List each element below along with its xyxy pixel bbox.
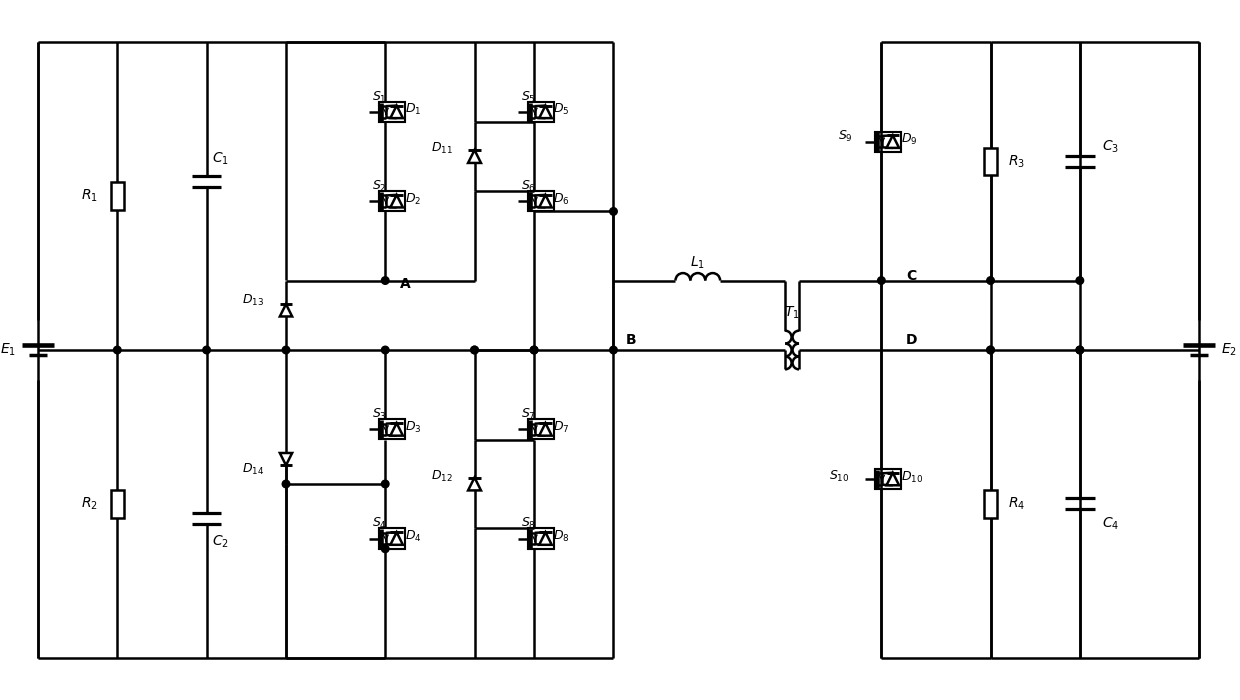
Text: $D_{14}$: $D_{14}$	[242, 461, 264, 477]
Polygon shape	[280, 453, 293, 466]
Text: $L_1$: $L_1$	[691, 255, 706, 271]
Polygon shape	[539, 106, 552, 118]
Text: $D_2$: $D_2$	[404, 192, 420, 206]
Bar	[985, 490, 997, 518]
Text: $D_6$: $D_6$	[553, 192, 570, 206]
Bar	[379, 102, 405, 122]
Bar	[379, 419, 405, 440]
Circle shape	[878, 276, 885, 284]
Text: $S_8$: $S_8$	[521, 516, 536, 531]
Circle shape	[382, 346, 389, 354]
Polygon shape	[391, 532, 403, 545]
Circle shape	[987, 346, 994, 354]
Circle shape	[987, 346, 994, 354]
Bar	[110, 490, 124, 518]
Text: $S_9$: $S_9$	[838, 129, 853, 144]
Text: $R_4$: $R_4$	[1008, 496, 1025, 512]
Text: $R_2$: $R_2$	[81, 496, 98, 512]
Circle shape	[283, 480, 290, 488]
Circle shape	[531, 346, 538, 354]
Bar	[528, 419, 554, 440]
Polygon shape	[887, 473, 899, 485]
Circle shape	[610, 346, 618, 354]
Text: $D_{11}$: $D_{11}$	[430, 141, 453, 156]
Circle shape	[1076, 346, 1084, 354]
Text: $T_1$: $T_1$	[784, 304, 800, 321]
Text: $D_8$: $D_8$	[553, 529, 570, 544]
Text: $S_5$: $S_5$	[521, 90, 536, 104]
Polygon shape	[391, 423, 403, 435]
Polygon shape	[280, 304, 293, 316]
Bar	[379, 191, 405, 211]
Text: $R_1$: $R_1$	[81, 188, 98, 204]
Circle shape	[114, 346, 122, 354]
Text: $D_1$: $D_1$	[404, 102, 422, 118]
Polygon shape	[539, 423, 552, 435]
Text: $R_3$: $R_3$	[1008, 153, 1025, 169]
Text: $D_3$: $D_3$	[404, 420, 422, 435]
Bar	[875, 132, 901, 152]
Circle shape	[1076, 276, 1084, 284]
Bar	[985, 148, 997, 176]
Text: $D_{10}$: $D_{10}$	[900, 470, 923, 484]
Text: $E_1$: $E_1$	[0, 342, 16, 358]
Text: $S_6$: $S_6$	[521, 178, 536, 194]
Bar	[528, 191, 554, 211]
Polygon shape	[467, 150, 481, 163]
Circle shape	[382, 276, 389, 284]
Bar	[528, 528, 554, 549]
Text: $D_{12}$: $D_{12}$	[430, 468, 453, 484]
Text: $D_4$: $D_4$	[404, 529, 422, 544]
Text: $S_1$: $S_1$	[372, 90, 387, 104]
Text: $E_2$: $E_2$	[1220, 342, 1236, 358]
Polygon shape	[539, 195, 552, 207]
Text: $S_7$: $S_7$	[521, 407, 536, 422]
Circle shape	[987, 276, 994, 284]
Text: $D_7$: $D_7$	[553, 420, 570, 435]
Circle shape	[471, 346, 479, 354]
Text: $C_1$: $C_1$	[212, 150, 228, 167]
Bar	[110, 182, 124, 210]
Polygon shape	[887, 135, 899, 148]
Polygon shape	[391, 195, 403, 207]
Text: $C_4$: $C_4$	[1101, 515, 1118, 532]
Circle shape	[471, 346, 479, 354]
Circle shape	[610, 208, 618, 215]
Text: B: B	[625, 333, 636, 347]
Circle shape	[531, 346, 538, 354]
Text: D: D	[906, 333, 918, 347]
Circle shape	[283, 346, 290, 354]
Polygon shape	[467, 477, 481, 491]
Text: $S_4$: $S_4$	[372, 516, 387, 531]
Text: $C_3$: $C_3$	[1101, 139, 1118, 155]
Circle shape	[1076, 346, 1084, 354]
Text: $C_2$: $C_2$	[212, 533, 228, 550]
Polygon shape	[539, 532, 552, 545]
Circle shape	[382, 480, 389, 488]
Text: $S_2$: $S_2$	[372, 178, 387, 194]
Circle shape	[382, 545, 389, 552]
Text: $D_9$: $D_9$	[900, 132, 918, 147]
Circle shape	[203, 346, 211, 354]
Text: $S_3$: $S_3$	[372, 407, 387, 422]
Text: $D_5$: $D_5$	[553, 102, 570, 118]
Polygon shape	[391, 106, 403, 118]
Bar	[379, 528, 405, 549]
Text: A: A	[401, 276, 410, 290]
Bar	[875, 469, 901, 489]
Bar	[528, 102, 554, 122]
Text: $D_{13}$: $D_{13}$	[242, 293, 264, 308]
Text: C: C	[906, 269, 916, 283]
Text: $S_{10}$: $S_{10}$	[828, 468, 849, 484]
